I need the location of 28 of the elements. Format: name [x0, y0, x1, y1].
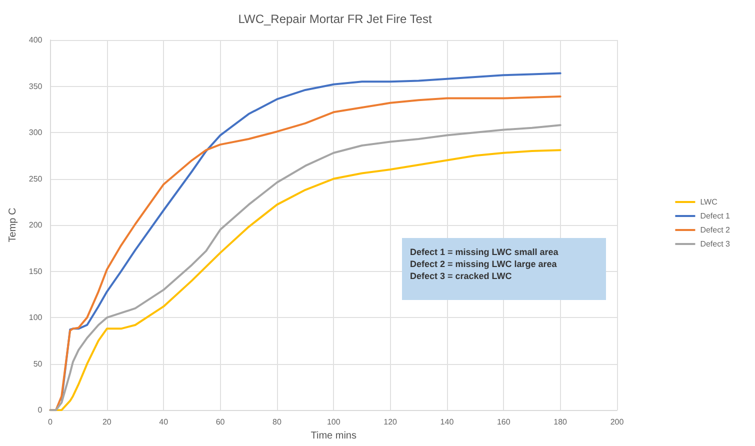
y-tick-label: 350 — [28, 82, 43, 91]
x-tick-label: 0 — [48, 418, 54, 427]
legend-label: Defect 2 — [700, 226, 731, 234]
x-tick-label: 120 — [384, 418, 398, 427]
x-tick-label: 200 — [610, 418, 624, 427]
x-tick-label: 180 — [554, 418, 568, 427]
legend-label: LWC — [700, 198, 718, 206]
y-tick-label: 50 — [33, 359, 43, 368]
y-tick-label: 100 — [28, 313, 43, 322]
y-tick-label: 300 — [28, 128, 43, 138]
x-tick-label: 20 — [102, 418, 112, 427]
x-tick-label: 140 — [440, 418, 454, 427]
y-tick-label: 200 — [28, 220, 43, 230]
chart-title: LWC_Repair Mortar FR Jet Fire Test — [238, 12, 432, 26]
x-tick-label: 160 — [496, 418, 511, 427]
x-tick-label: 60 — [216, 418, 226, 427]
x-axis-title: Time mins — [310, 430, 356, 442]
x-tick-label: 100 — [326, 418, 341, 427]
y-tick-label: 250 — [28, 174, 43, 184]
x-tick-label: 40 — [159, 418, 169, 427]
legend-label: Defect 3 — [700, 240, 731, 248]
legend-label: Defect 1 — [700, 212, 731, 220]
y-tick-label: 150 — [28, 266, 43, 276]
y-axis-title: Temp C — [8, 208, 18, 242]
y-tick-label: 0 — [38, 406, 43, 415]
note-box: Defect 1 = missing LWC small area Defect 2 = missing LWC large area Defect 3 = cracked LWC — [402, 238, 606, 300]
x-tick-label: 80 — [272, 418, 282, 427]
y-tick-label: 400 — [28, 36, 43, 44]
